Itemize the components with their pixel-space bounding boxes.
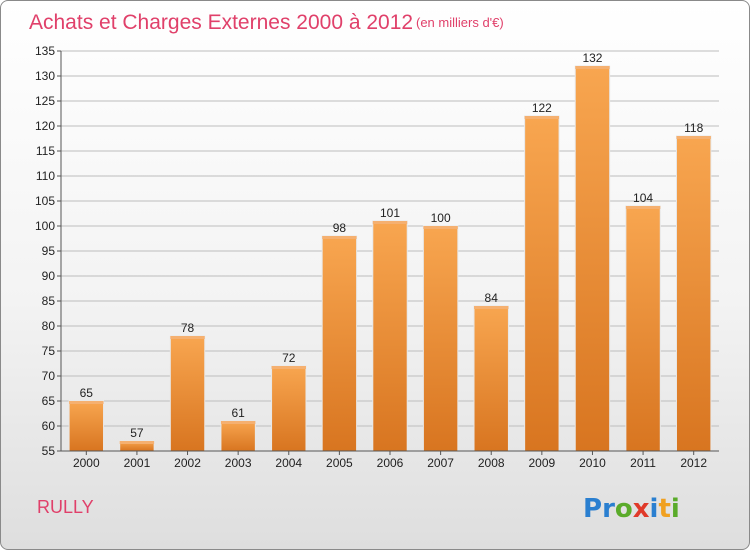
x-tick-label: 2009 — [528, 456, 555, 470]
logo-letter: i — [671, 494, 680, 524]
y-tick-label: 125 — [35, 94, 55, 108]
bar-2003 — [220, 420, 256, 452]
commune-label: RULLY — [37, 497, 94, 517]
x-tick-label: 2011 — [630, 456, 656, 470]
x-tick-label: 2004 — [275, 456, 302, 470]
value-label: 98 — [333, 221, 347, 235]
x-tick-label: 2005 — [326, 456, 353, 470]
y-tick-label: 90 — [42, 269, 56, 283]
value-label: 57 — [130, 426, 144, 440]
bar-top-highlight — [119, 441, 155, 444]
y-tick-label: 60 — [42, 419, 56, 433]
bar-2008 — [473, 305, 509, 452]
chart-title: Achats et Charges Externes 2000 à 2012 — [29, 11, 413, 34]
bar-top-highlight — [170, 336, 205, 339]
value-label: 104 — [633, 191, 653, 205]
bar-2009 — [524, 115, 560, 452]
logo-letter: o — [615, 494, 633, 524]
value-label: 84 — [485, 291, 499, 305]
value-label: 122 — [532, 101, 552, 115]
x-tick-label: 2006 — [377, 456, 404, 470]
y-tick-label: 75 — [42, 344, 56, 358]
bar-top-highlight — [271, 366, 306, 369]
bar-layer: 65 57 78 61 72 98 101 100 84 122 132 104 118 — [68, 51, 712, 452]
y-tick-label: 120 — [35, 119, 55, 133]
x-tick-label: 2008 — [478, 456, 505, 470]
bar-top-highlight — [474, 306, 509, 309]
axis-layer: 55 60 65 70 75 80 85 90 95 100 105 110 115 120 125 130 1… — [35, 44, 719, 470]
y-tick-label: 115 — [36, 144, 55, 158]
x-tick-label: 2002 — [174, 456, 201, 470]
bar-top-highlight — [575, 66, 610, 69]
bar-2010 — [574, 65, 611, 452]
bar-top-highlight — [322, 236, 357, 239]
bar-top-highlight — [372, 221, 408, 224]
bar-top-highlight — [423, 226, 458, 229]
y-tick-label: 100 — [35, 219, 55, 233]
value-label: 132 — [582, 51, 602, 65]
bar-2011 — [625, 205, 661, 452]
bar-top-highlight — [69, 401, 104, 404]
y-tick-label: 105 — [35, 194, 55, 208]
bar-2012 — [675, 135, 712, 452]
x-tick-label: 2010 — [579, 456, 606, 470]
logo-letter: i — [650, 494, 659, 524]
y-tick-label: 65 — [42, 394, 56, 408]
bar-top-highlight — [676, 136, 711, 139]
y-tick-label: 80 — [42, 319, 56, 333]
bar-top-highlight — [220, 421, 256, 424]
bar-2004 — [271, 365, 307, 452]
logo-letter: P — [583, 494, 602, 524]
y-tick-label: 130 — [35, 69, 55, 83]
value-label: 101 — [380, 206, 400, 220]
value-label: 72 — [282, 351, 296, 365]
y-tick-label: 110 — [36, 169, 55, 183]
y-tick-label: 95 — [42, 244, 56, 258]
x-tick-label: 2000 — [73, 456, 100, 470]
logo-letter: r — [602, 494, 615, 524]
bar-2006 — [372, 220, 408, 452]
logo-letter: t — [658, 494, 670, 524]
value-label: 61 — [231, 406, 245, 420]
x-tick-label: 2007 — [427, 456, 454, 470]
bar-2002 — [169, 335, 206, 452]
value-label: 118 — [684, 121, 703, 135]
bar-top-highlight — [625, 206, 661, 209]
value-label: 100 — [431, 211, 451, 225]
y-tick-label: 55 — [42, 444, 56, 458]
bar-top-highlight — [524, 116, 560, 119]
x-tick-label: 2001 — [124, 456, 151, 470]
value-label: 78 — [181, 321, 195, 335]
bar-2005 — [321, 235, 358, 452]
bar-2000 — [68, 400, 105, 452]
logo-letter: x — [633, 494, 650, 524]
bar-2007 — [422, 225, 459, 452]
value-label: 65 — [80, 386, 94, 400]
proxiti-logo: Proxiti — [583, 494, 680, 524]
x-tick-label: 2003 — [225, 456, 252, 470]
y-tick-label: 70 — [42, 369, 56, 383]
y-tick-label: 135 — [35, 44, 55, 58]
chart-title-unit: (en milliers d'€) — [416, 15, 504, 30]
x-tick-label: 2012 — [680, 456, 707, 470]
y-tick-label: 85 — [42, 294, 56, 308]
